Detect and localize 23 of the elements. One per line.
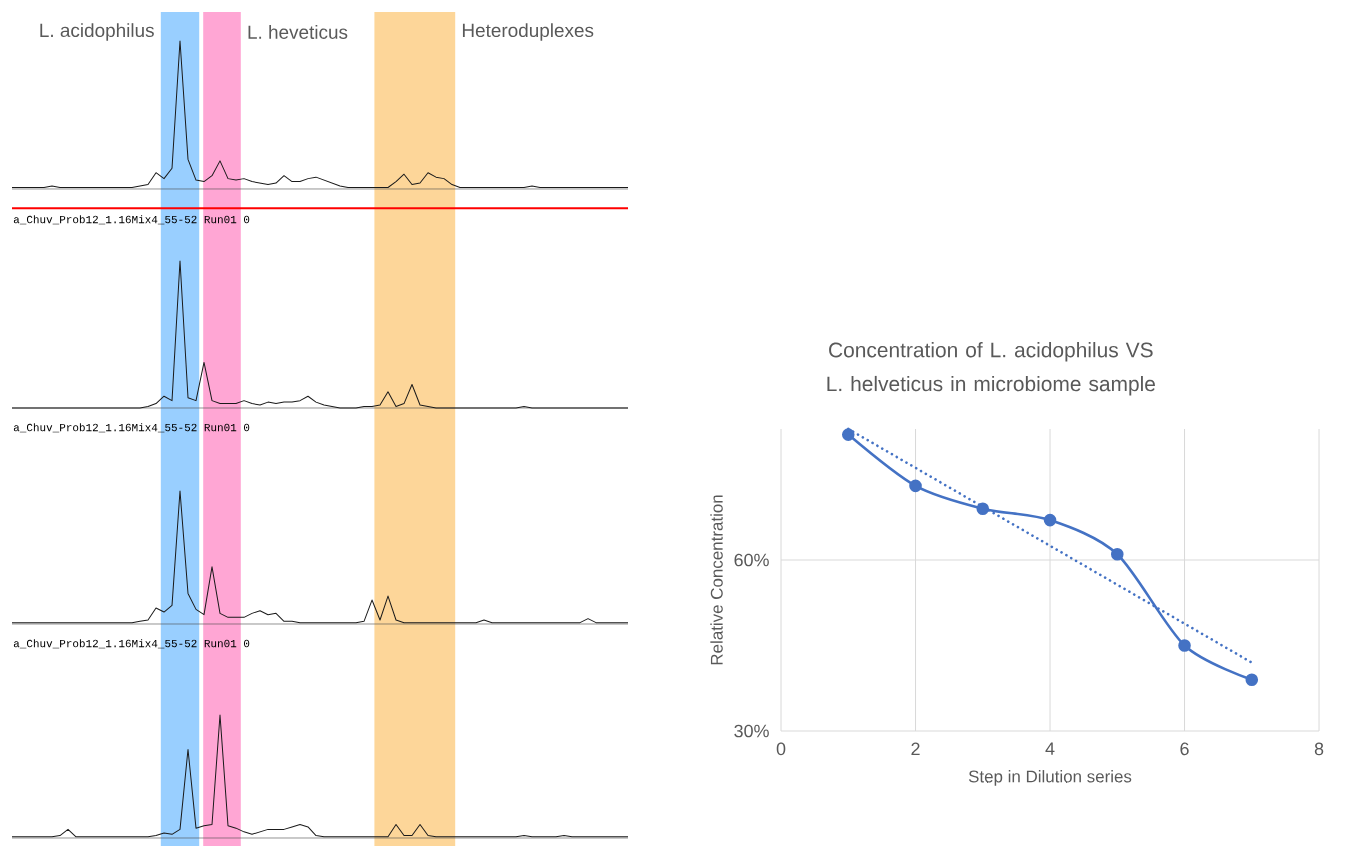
point bbox=[1178, 639, 1191, 652]
x-tick-label: 0 bbox=[776, 742, 786, 756]
y-tick-label: 30% bbox=[734, 724, 769, 738]
x-tick-label: 8 bbox=[1314, 742, 1324, 756]
y-axis-title: Relative Concentration bbox=[710, 495, 723, 665]
chart-subtitle: a_Chuv_Prob12_1.16Mix4_55-52 Run01 0 bbox=[13, 215, 250, 225]
point bbox=[1110, 548, 1124, 561]
x-tick-label: 4 bbox=[1045, 742, 1055, 755]
chart-subtitle: a_Chuv_Prob12_1.16Mix4_55-52 Run01 0 bbox=[13, 423, 250, 433]
x-axis-title: Step in Dilution series bbox=[968, 770, 1132, 786]
point bbox=[909, 479, 922, 493]
point bbox=[1043, 513, 1057, 527]
point bbox=[1245, 673, 1259, 686]
x-tick-label: 2 bbox=[911, 742, 920, 756]
point bbox=[841, 428, 855, 441]
point bbox=[976, 502, 990, 515]
text: L. heveticus bbox=[248, 25, 348, 39]
text: Heteroduplexes bbox=[462, 23, 594, 41]
chart-title: Concentration of L. acidophilus VS L. helveticus in microbiome sample bbox=[827, 342, 1155, 396]
y-tick-label: 60% bbox=[734, 553, 769, 567]
text: L. acidophilus bbox=[40, 23, 154, 41]
chart-subtitle: a_Chuv_Prob12_1.16Mix4_55-52 Run01 0 bbox=[13, 639, 250, 649]
x-tick-label: 6 bbox=[1180, 742, 1189, 756]
